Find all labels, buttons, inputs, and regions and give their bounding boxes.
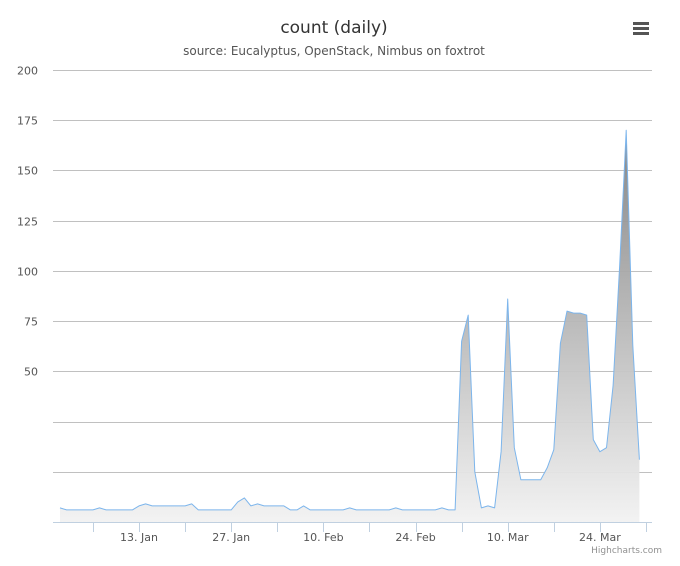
y-tick-label: 50 — [24, 366, 38, 379]
context-menu-button[interactable] — [626, 16, 656, 42]
credits-link[interactable]: Highcharts.com — [591, 546, 662, 556]
x-axis-ticks: 13. Jan 27. Jan 10. Feb 24. Feb 10. Mar 24. M… — [93, 522, 647, 544]
x-tick-label: 24. Mar — [579, 531, 621, 544]
plot-area — [59, 129, 640, 523]
y-tick-label: 125 — [17, 216, 38, 229]
y-tick-label: 75 — [24, 316, 38, 329]
x-tick-label: 10. Mar — [487, 531, 529, 544]
y-tick-label: 200 — [17, 65, 38, 78]
chart-title: count (daily) — [280, 18, 387, 38]
series-line — [59, 129, 640, 511]
y-tick-label: 175 — [17, 115, 38, 128]
x-tick-label: 27. Jan — [212, 531, 250, 544]
series-area — [60, 130, 640, 523]
hamburger-menu-icon — [633, 22, 649, 35]
x-tick-label: 10. Feb — [303, 531, 343, 544]
y-grid-lines — [53, 70, 652, 473]
x-tick-label: 13. Jan — [120, 531, 158, 544]
y-tick-label: 100 — [17, 266, 38, 279]
y-axis-tick-labels: 50 75 100 125 150 175 200 — [17, 65, 38, 379]
y-tick-label: 150 — [17, 165, 38, 178]
chart-subtitle: source: Eucalyptus, OpenStack, Nimbus on… — [183, 44, 485, 58]
x-tick-label: 24. Feb — [395, 531, 435, 544]
